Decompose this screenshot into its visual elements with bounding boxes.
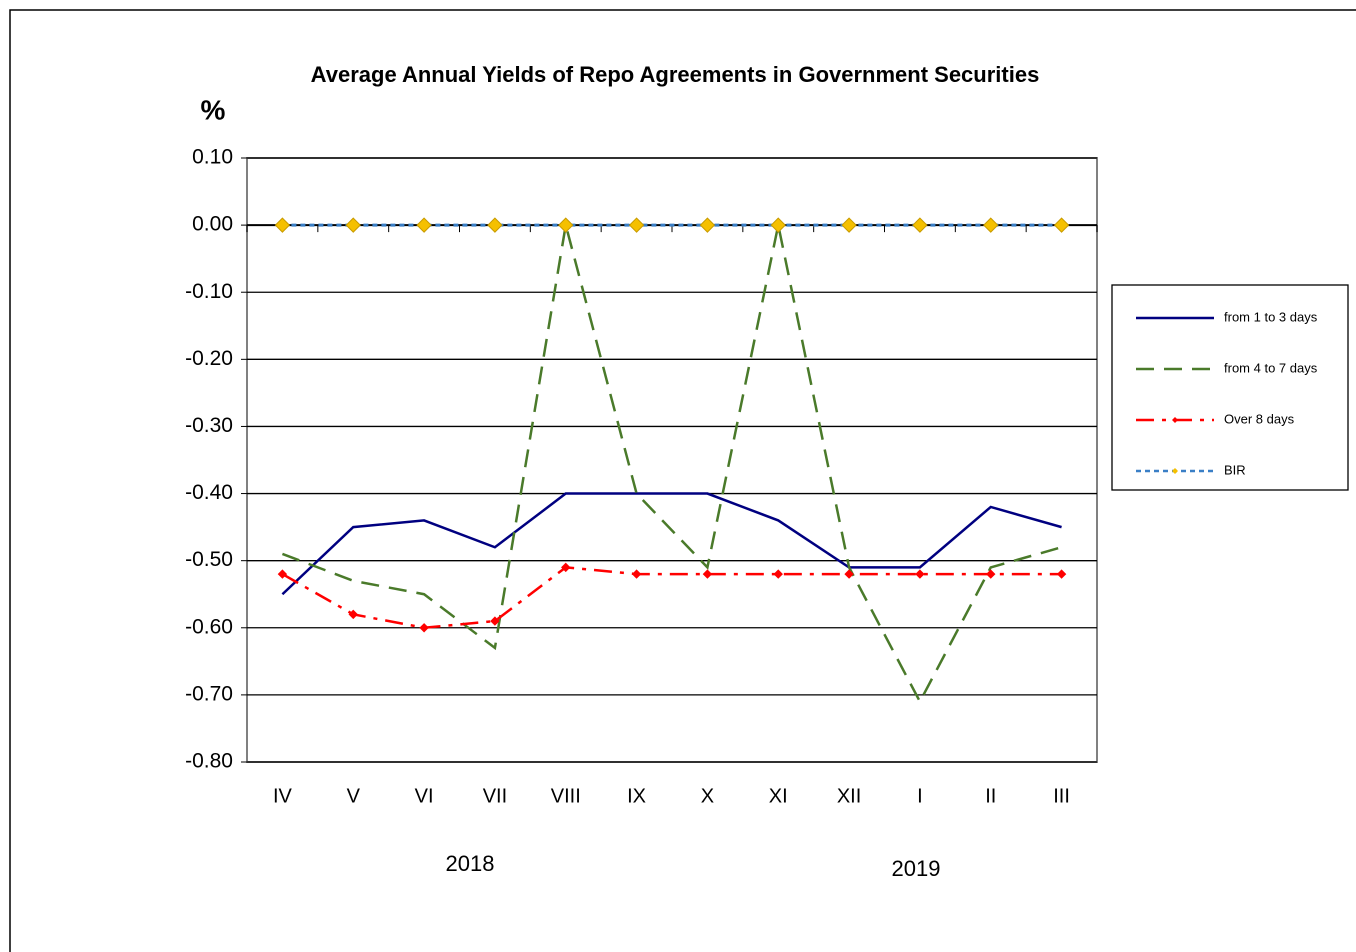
marker <box>983 217 999 233</box>
x-tick-label: I <box>917 785 923 807</box>
y-tick-label: -0.80 <box>185 750 233 773</box>
marker <box>348 609 358 620</box>
x-tick-label: XI <box>769 785 788 807</box>
x-tick-label: X <box>701 785 714 807</box>
marker <box>274 217 291 233</box>
y-tick-label: -0.60 <box>185 615 233 638</box>
marker <box>416 217 432 233</box>
year-label: 2018 <box>446 851 495 876</box>
marker <box>345 217 361 233</box>
y-tick-label: -0.40 <box>185 481 233 504</box>
legend-label: Over 8 days <box>1224 411 1295 426</box>
marker <box>1053 217 1070 233</box>
x-tick-label: IX <box>627 785 646 807</box>
marker <box>770 217 786 233</box>
marker <box>912 217 928 233</box>
marker <box>628 217 645 233</box>
y-tick-label: -0.50 <box>185 548 233 571</box>
legend-marker <box>1172 417 1178 423</box>
marker <box>490 616 500 626</box>
marker <box>773 569 783 579</box>
year-label: 2019 <box>892 856 941 881</box>
chart-title: Average Annual Yields of Repo Agreements… <box>311 62 1040 87</box>
marker <box>487 217 503 233</box>
marker <box>702 569 713 579</box>
x-tick-label: VII <box>483 785 507 807</box>
marker <box>558 217 574 233</box>
legend-label: BIR <box>1224 462 1246 477</box>
y-tick-label: -0.10 <box>185 280 233 303</box>
x-tick-label: VI <box>415 785 434 807</box>
marker <box>841 217 857 233</box>
series-line <box>281 224 1062 705</box>
series-line <box>281 566 1062 630</box>
x-tick-label: II <box>985 785 996 807</box>
y-tick-label: -0.30 <box>185 414 233 437</box>
marker <box>844 569 854 579</box>
x-tick-label: V <box>347 785 361 807</box>
marker <box>699 217 716 233</box>
marker <box>1056 569 1067 579</box>
x-tick-label: III <box>1053 785 1070 807</box>
frame <box>9 9 1356 952</box>
marker <box>277 569 288 579</box>
marker <box>915 569 925 579</box>
y-tick-label: -0.70 <box>185 682 233 705</box>
legend-label: from 4 to 7 days <box>1224 360 1318 375</box>
series-line <box>281 492 1062 596</box>
x-tick-label: VIII <box>551 785 581 807</box>
marker <box>419 623 429 633</box>
x-tick-label: IV <box>273 785 293 807</box>
y-tick-label: 0.00 <box>192 213 233 236</box>
legend-marker <box>1172 468 1178 474</box>
marker <box>561 562 571 573</box>
legend-label: from 1 to 3 days <box>1224 309 1318 324</box>
marker <box>986 569 996 579</box>
y-tick-label: -0.20 <box>185 347 233 370</box>
y-tick-label: 0.10 <box>192 146 233 169</box>
marker <box>631 569 642 579</box>
y-axis-label: % <box>201 94 226 125</box>
x-tick-label: XII <box>837 785 861 807</box>
